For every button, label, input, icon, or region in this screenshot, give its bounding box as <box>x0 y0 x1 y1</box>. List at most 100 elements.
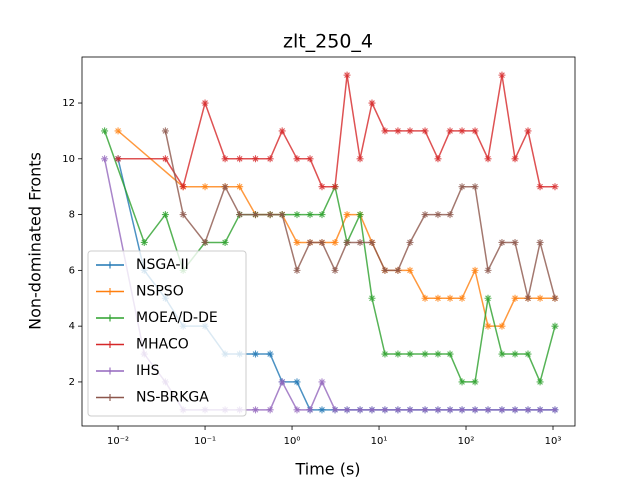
marker <box>278 378 286 386</box>
marker <box>536 238 544 246</box>
x-tick-label: 10⁻¹ <box>194 436 216 447</box>
marker <box>446 406 454 414</box>
marker <box>306 406 314 414</box>
marker <box>471 127 479 135</box>
x-tick-label: 10¹ <box>371 436 388 447</box>
marker <box>356 406 364 414</box>
marker <box>484 322 492 330</box>
marker <box>236 211 244 219</box>
marker <box>551 322 559 330</box>
marker <box>406 406 414 414</box>
marker <box>161 155 169 163</box>
marker <box>498 406 506 414</box>
legend-marker <box>106 367 114 375</box>
marker <box>471 266 479 274</box>
marker <box>458 294 466 302</box>
marker <box>446 294 454 302</box>
marker <box>446 211 454 219</box>
marker <box>458 127 466 135</box>
y-axis-label: Non-dominated Fronts <box>26 152 45 330</box>
marker <box>511 238 519 246</box>
legend-marker <box>106 341 114 348</box>
marker <box>381 127 389 135</box>
marker <box>406 127 414 135</box>
marker <box>471 378 479 386</box>
marker <box>551 294 559 302</box>
y-tick-label: 10 <box>62 154 75 165</box>
marker <box>406 238 414 246</box>
marker <box>368 238 376 246</box>
marker <box>421 294 429 302</box>
x-tick-label: 10⁻² <box>107 436 129 447</box>
marker <box>251 155 259 163</box>
marker <box>458 378 466 386</box>
marker <box>318 378 326 386</box>
marker <box>251 211 259 219</box>
marker <box>368 406 376 414</box>
marker <box>368 99 376 107</box>
legend-marker <box>106 314 114 322</box>
legend-marker <box>106 288 114 295</box>
marker <box>221 183 229 191</box>
marker <box>140 238 148 246</box>
marker <box>484 155 492 163</box>
marker <box>293 266 301 274</box>
marker <box>434 350 442 358</box>
marker <box>511 350 519 358</box>
legend-label: MOEA/D-DE <box>136 310 218 326</box>
marker <box>278 127 286 135</box>
marker <box>356 155 364 163</box>
marker <box>471 183 479 191</box>
marker <box>368 294 376 302</box>
legend-label: NS-BRKGA <box>136 390 209 406</box>
y-tick-label: 12 <box>62 98 75 109</box>
marker <box>471 406 479 414</box>
marker <box>511 294 519 302</box>
marker <box>484 266 492 274</box>
legend-box <box>87 250 247 417</box>
marker <box>484 406 492 414</box>
marker <box>293 406 301 414</box>
marker <box>421 406 429 414</box>
marker <box>161 211 169 219</box>
marker <box>306 211 314 219</box>
marker <box>179 183 187 191</box>
marker <box>524 127 532 135</box>
marker <box>101 127 109 135</box>
marker <box>511 406 519 414</box>
marker <box>434 294 442 302</box>
marker <box>343 238 351 246</box>
x-tick-label: 10³ <box>545 436 562 447</box>
legend-label: IHS <box>136 363 160 379</box>
marker <box>551 183 559 191</box>
marker <box>356 211 364 219</box>
marker <box>406 266 414 274</box>
marker <box>331 266 339 274</box>
marker <box>394 406 402 414</box>
legend-label: MHACO <box>136 337 189 353</box>
marker <box>221 155 229 163</box>
marker <box>498 238 506 246</box>
marker <box>236 183 244 191</box>
marker <box>524 406 532 414</box>
marker <box>536 378 544 386</box>
marker <box>251 406 259 414</box>
legend-label: NSGA-II <box>136 257 189 273</box>
marker <box>524 350 532 358</box>
marker <box>201 183 209 191</box>
plot-frame <box>81 56 576 427</box>
marker <box>343 406 351 414</box>
marker <box>446 350 454 358</box>
marker <box>331 183 339 191</box>
marker <box>306 155 314 163</box>
marker <box>484 294 492 302</box>
marker <box>101 155 109 163</box>
marker <box>458 183 466 191</box>
marker <box>266 406 274 414</box>
marker <box>318 238 326 246</box>
marker <box>434 155 442 163</box>
marker <box>293 238 301 246</box>
marker <box>421 127 429 135</box>
legend-label: NSPSO <box>136 284 184 300</box>
